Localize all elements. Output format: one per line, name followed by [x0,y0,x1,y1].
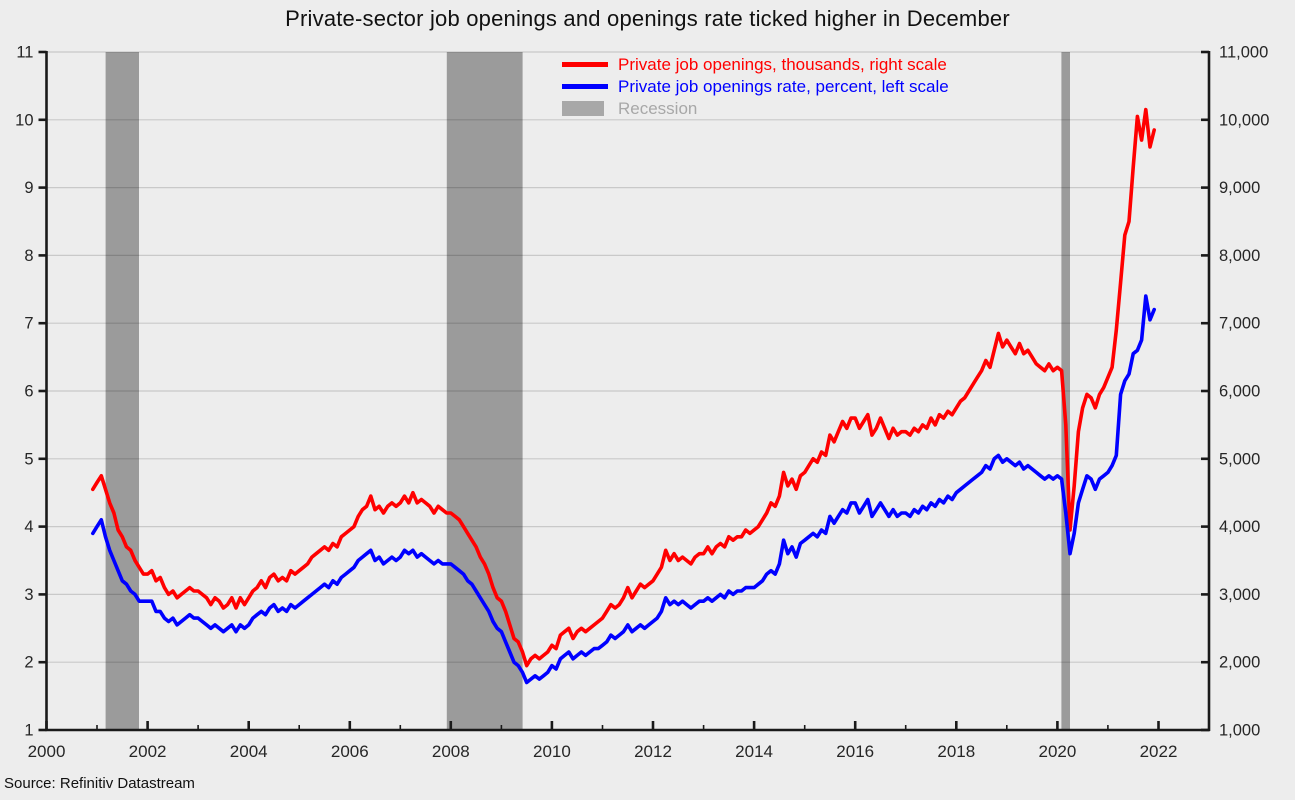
right-tick-label: 1,000 [1219,722,1260,740]
right-tick-label: 4,000 [1219,518,1260,536]
x-tick-label: 2006 [331,742,369,761]
legend-label-openings-rate: Private job openings rate, percent, left… [618,77,949,96]
right-tick-label: 6,000 [1219,383,1260,401]
x-tick-label: 2016 [836,742,874,761]
recession-band [105,52,139,730]
openings-line [91,107,1156,668]
left-tick-label: 4 [24,518,33,536]
left-tick-label: 9 [24,179,33,197]
right-tick-label: 9,000 [1219,179,1260,197]
gridlines [46,51,1209,663]
legend-label-openings: Private job openings, thousands, right s… [618,55,947,74]
openings-rate-line [91,294,1156,685]
legend-label-recession: Recession [618,99,698,118]
left-tick-label: 8 [24,247,33,265]
right-tick-label: 8,000 [1219,247,1260,265]
x-axis-ticks: 2000 2002 2004 2006 2008 2010 2012 2014 2016 2018… [28,721,1178,761]
legend-item-openings: Private job openings, thousands, right s… [562,55,949,74]
right-tick-label: 7,000 [1219,315,1260,333]
left-tick-label: 5 [24,450,33,468]
left-tick-label: 2 [24,654,33,672]
left-tick-label: 3 [24,586,33,604]
right-tick-label: 2,000 [1219,654,1260,672]
left-tick-label: 7 [24,315,33,333]
red-line-swatch-icon [562,62,608,67]
x-tick-label: 2022 [1140,742,1178,761]
right-tick-label: 10,000 [1219,111,1269,129]
right-tick-label: 3,000 [1219,586,1260,604]
recession-band [1061,52,1070,730]
left-axis-ticks: 1 2 3 4 5 6 7 8 9 10 11 [15,44,47,740]
recession-bands [105,52,1070,730]
right-tick-label: 5,000 [1219,450,1260,468]
x-tick-label: 2010 [533,742,571,761]
x-tick-label: 2000 [28,742,66,761]
recession-swatch-icon [562,101,608,116]
right-tick-label: 11,000 [1219,44,1268,62]
x-tick-label: 2014 [735,742,773,761]
x-tick-label: 2018 [937,742,975,761]
left-tick-label: 11 [16,44,33,62]
legend: Private job openings, thousands, right s… [562,55,949,118]
left-tick-label: 1 [24,722,33,740]
x-tick-label: 2004 [230,742,268,761]
legend-item-recession: Recession [562,99,949,118]
blue-line-swatch-icon [562,84,608,89]
x-tick-label: 2012 [634,742,672,761]
source-note: Source: Refinitiv Datastream [4,775,195,792]
right-axis-ticks: 1,000 2,000 3,000 4,000 5,000 6,000 7,000 8,000… [1201,44,1269,740]
x-tick-label: 2008 [432,742,470,761]
left-tick-label: 10 [15,111,33,129]
recession-band [446,52,523,730]
x-tick-label: 2002 [129,742,167,761]
left-tick-label: 6 [24,383,33,401]
x-tick-label: 2020 [1038,742,1076,761]
legend-item-openings-rate: Private job openings rate, percent, left… [562,77,949,96]
chart-title: Private-sector job openings and openings… [285,6,1010,31]
